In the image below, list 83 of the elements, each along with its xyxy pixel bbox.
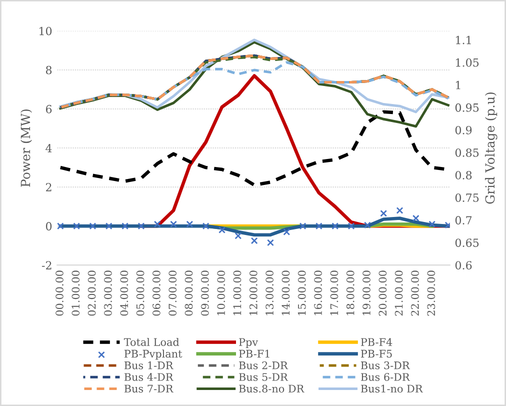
y-tick-label: 2 (46, 183, 52, 192)
legend-label: Bus1-no DR (360, 384, 423, 393)
y2-tick-label: 0.65 (455, 238, 479, 247)
x-tick-label: 20.00.00 (378, 270, 387, 316)
point (396, 206, 404, 214)
legend-label: Bus 6-DR (360, 373, 410, 381)
point (234, 232, 242, 240)
point (250, 237, 258, 244)
y-tick-label: -2 (42, 261, 52, 270)
legend-label: Bus 2-DR (239, 361, 288, 370)
x-tick-label: 08.00.00 (184, 270, 193, 316)
y2-tick-label: 0.9 (455, 126, 472, 134)
legend-label: Bus.8-no DR (239, 384, 304, 393)
y2-axis-title: Grid Voltage (p.u) (484, 92, 498, 204)
point (412, 214, 420, 222)
legend-label: Bus 4-DR (124, 373, 174, 381)
point (154, 220, 161, 228)
x-tick-label: 01.00.00 (72, 270, 80, 316)
point (202, 222, 210, 230)
x-tick-label: 06.00.00 (152, 270, 160, 316)
point (348, 222, 355, 230)
x-tick-label: 12.00.00 (249, 270, 258, 316)
x-tick-label: 04.00.00 (120, 270, 128, 316)
point (138, 222, 145, 230)
legend-label: Bus 7-DR (124, 384, 174, 393)
legend-label: Total Load (124, 338, 180, 346)
x-tick-label: 00.00.00 (56, 270, 64, 316)
x-tick-label: 10.00.00 (217, 270, 226, 316)
point (267, 239, 274, 246)
y-tick-label: 8 (46, 66, 52, 74)
point (364, 222, 371, 229)
x-tick-label: 07.00.00 (168, 270, 177, 316)
x-tick-label: 05.00.00 (136, 270, 144, 316)
point (170, 220, 177, 228)
y2-tick-label: 0.8 (455, 170, 472, 180)
y-tick-label: 4 (46, 144, 52, 152)
point (315, 222, 322, 230)
point (105, 222, 112, 230)
legend-label: PB-F4 (360, 338, 392, 346)
point (428, 220, 436, 228)
x-tick-label: 14.00.00 (282, 270, 290, 316)
point (57, 222, 64, 230)
x-tick-label: 22.00.00 (411, 270, 419, 316)
y-axis-title: Power (MW) (20, 110, 32, 187)
x-tick-label: 03.00.00 (104, 270, 112, 316)
legend-label: Bus 5-DR (239, 373, 288, 381)
x-tick-label: 17.00.00 (330, 270, 338, 316)
x-tick-label: 21.00.00 (394, 270, 403, 316)
x-tick-label: 02.00.00 (88, 270, 96, 316)
legend-label: Bus 3-DR (360, 361, 410, 370)
legend-label: PB-F5 (360, 350, 392, 358)
y-tick-label: 10 (40, 26, 52, 36)
point (283, 228, 290, 236)
y2-tick-label: 0.75 (455, 194, 479, 202)
point (122, 222, 129, 230)
legend-label: Ppv (239, 338, 258, 348)
y2-tick-label: 0.7 (455, 216, 472, 224)
legend-label: PB-Pvplant (124, 350, 182, 360)
y2-tick-label: 0.95 (455, 103, 479, 112)
x-tick-label: 16.00.00 (314, 270, 322, 316)
point (89, 222, 96, 230)
x-tick-label: 19.00.00 (362, 270, 370, 316)
x-tick-label: 15.00.00 (298, 270, 306, 316)
point (218, 226, 226, 234)
x-tick-label: 13.00.00 (266, 270, 274, 316)
y2-tick-label: 0.85 (455, 148, 479, 157)
x-tick-label: 18.00.00 (346, 270, 354, 316)
y-tick-label: 0 (46, 222, 52, 230)
point (380, 210, 388, 217)
x-tick-label: 09.00.00 (200, 270, 209, 316)
point (186, 220, 194, 228)
point (73, 222, 80, 230)
y-tick-label: 6 (46, 104, 52, 114)
x-tick-label: 11.00.00 (233, 270, 242, 316)
point (299, 222, 306, 230)
legend-label: PB-F1 (239, 350, 270, 358)
y2-tick-label: 0.6 (455, 261, 472, 270)
y2-tick-label: 1 (456, 80, 460, 90)
x-tick-label: 23.00.00 (427, 270, 436, 316)
y2-tick-label: 1.1 (456, 36, 471, 44)
y2-tick-label: 1.05 (456, 58, 479, 67)
point (332, 222, 339, 230)
legend-label: Bus 1-DR (124, 361, 174, 370)
